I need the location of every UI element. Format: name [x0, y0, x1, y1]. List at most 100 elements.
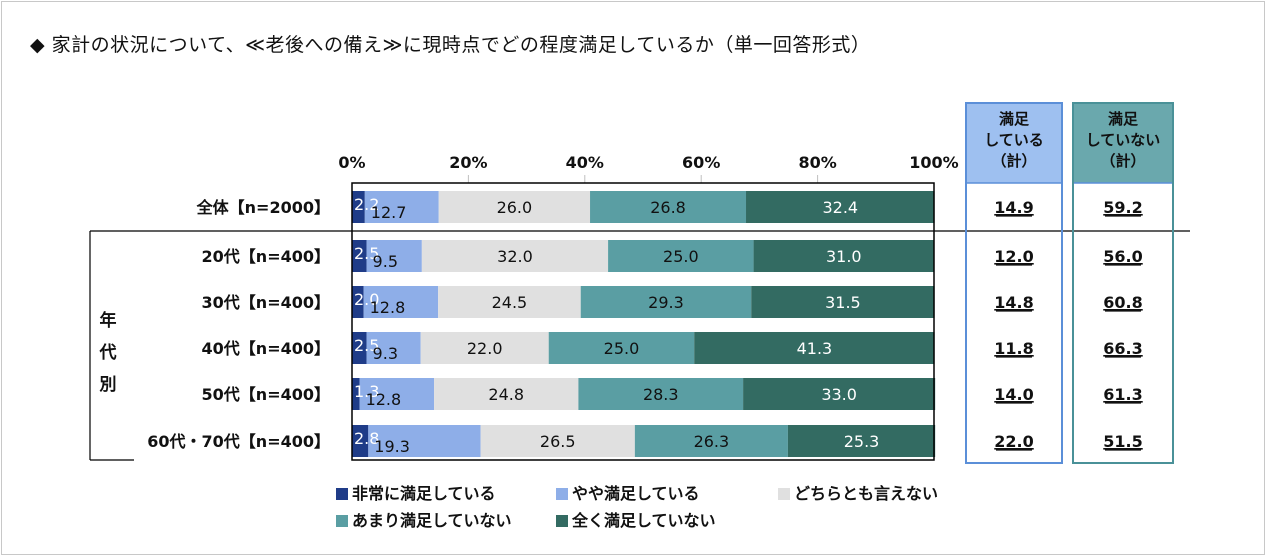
legend-swatch-very-satisfied — [336, 487, 348, 500]
category-label: 50代【n=400】 — [202, 385, 330, 404]
unsatisfied-total-header-text: していない — [1086, 131, 1161, 149]
unsatisfied-total-value: 61.3 — [1103, 385, 1142, 404]
bar-neutral — [438, 286, 581, 318]
legend-label: あまり満足していない — [352, 511, 512, 530]
bar-somewhat-unsatisfied — [548, 332, 695, 364]
data-label-very-unsatisfied: 25.3 — [844, 432, 880, 451]
data-label-very-satisfied: 2.0 — [354, 290, 379, 309]
bar-somewhat-unsatisfied — [580, 286, 752, 318]
group-label-char: 年 — [100, 310, 117, 331]
category-label: 30代【n=400】 — [202, 293, 330, 312]
bar-somewhat-satisfied — [359, 378, 435, 410]
chart-title: ◆ 家計の状況について、≪老後への備え≫に現時点でどの程度満足しているか（単一回… — [30, 34, 871, 56]
bar-somewhat-unsatisfied — [590, 191, 747, 223]
data-label-somewhat-satisfied: 12.8 — [366, 390, 402, 409]
bar-very-unsatisfied — [746, 191, 935, 223]
x-tick-label: 20% — [449, 153, 487, 172]
bar-neutral — [434, 378, 579, 410]
satisfied-total-header-text: （計） — [991, 152, 1036, 170]
data-label-neutral: 24.5 — [492, 293, 528, 312]
legend-item-very-satisfied: 非常に満足している — [336, 480, 496, 504]
data-label-very-unsatisfied: 31.0 — [826, 247, 862, 266]
bar-very-satisfied — [352, 425, 369, 457]
x-tick-label: 100% — [909, 153, 958, 172]
data-label-neutral: 22.0 — [467, 339, 503, 358]
category-label: 20代【n=400】 — [202, 247, 330, 266]
bar-neutral — [421, 240, 609, 272]
legend-swatch-somewhat-satisfied — [556, 487, 568, 500]
data-label-somewhat-unsatisfied: 28.3 — [643, 385, 679, 404]
bar-very-satisfied — [352, 378, 360, 410]
legend-swatch-neutral — [778, 487, 790, 500]
bar-very-unsatisfied — [751, 286, 935, 318]
data-label-somewhat-unsatisfied: 26.8 — [650, 198, 686, 217]
satisfied-total-value: 22.0 — [994, 432, 1033, 451]
bar-somewhat-satisfied — [366, 240, 422, 272]
category-label: 40代【n=400】 — [202, 339, 330, 358]
unsatisfied-total-header-bg — [1072, 102, 1174, 184]
data-label-very-satisfied: 2.8 — [354, 429, 379, 448]
unsatisfied-total-box — [1072, 102, 1174, 464]
data-label-neutral: 26.0 — [497, 198, 533, 217]
data-label-somewhat-satisfied: 9.3 — [373, 344, 398, 363]
data-label-somewhat-satisfied: 19.3 — [374, 437, 410, 456]
satisfied-total-value: 14.9 — [994, 198, 1033, 217]
data-label-very-unsatisfied: 33.0 — [821, 385, 857, 404]
bar-somewhat-unsatisfied — [634, 425, 788, 457]
satisfied-total-value: 14.0 — [994, 385, 1033, 404]
satisfied-total-header-bg — [965, 102, 1063, 184]
legend-label: 非常に満足している — [352, 484, 496, 503]
bar-somewhat-unsatisfied — [608, 240, 754, 272]
bar-somewhat-unsatisfied — [578, 378, 744, 410]
satisfied-total-value: 14.8 — [994, 293, 1033, 312]
group-label-char: 代 — [99, 342, 117, 363]
legend-label: 全く満足していない — [572, 511, 716, 530]
unsatisfied-total-value: 60.8 — [1103, 293, 1142, 312]
category-label: 60代・70代【n=400】 — [147, 432, 330, 451]
unsatisfied-total-header-text: 満足 — [1108, 110, 1139, 128]
group-label-char: 別 — [99, 375, 117, 395]
unsatisfied-total-value: 56.0 — [1103, 247, 1142, 266]
satisfied-total-box — [965, 102, 1063, 464]
data-label-somewhat-unsatisfied: 25.0 — [604, 339, 640, 358]
data-label-very-unsatisfied: 32.4 — [822, 198, 858, 217]
data-label-very-satisfied: 2.2 — [354, 195, 379, 214]
bar-neutral — [420, 332, 549, 364]
data-label-somewhat-unsatisfied: 26.3 — [694, 432, 730, 451]
bar-somewhat-satisfied — [368, 425, 481, 457]
data-label-very-satisfied: 1.3 — [354, 382, 379, 401]
x-tick-label: 40% — [566, 153, 604, 172]
bar-very-unsatisfied — [694, 332, 935, 364]
data-label-neutral: 32.0 — [497, 247, 533, 266]
data-label-very-satisfied: 2.5 — [354, 244, 379, 263]
bar-very-satisfied — [352, 191, 365, 223]
x-tick-label: 0% — [338, 153, 365, 172]
unsatisfied-total-value: 59.2 — [1103, 198, 1142, 217]
legend-label: どちらとも言えない — [794, 484, 939, 503]
data-label-very-unsatisfied: 31.5 — [825, 293, 861, 312]
data-label-somewhat-satisfied: 12.8 — [370, 298, 406, 317]
satisfied-total-header-text: 満足 — [999, 110, 1030, 128]
plot-border — [351, 182, 935, 461]
bar-very-unsatisfied — [743, 378, 936, 410]
satisfied-total-header-text: している — [984, 131, 1044, 149]
bar-very-satisfied — [352, 240, 367, 272]
data-label-somewhat-unsatisfied: 29.3 — [648, 293, 684, 312]
data-label-very-unsatisfied: 41.3 — [797, 339, 833, 358]
data-label-somewhat-unsatisfied: 25.0 — [663, 247, 699, 266]
bar-very-unsatisfied — [753, 240, 934, 272]
legend-label: やや満足している — [572, 484, 700, 503]
data-label-somewhat-satisfied: 12.7 — [371, 203, 407, 222]
legend-item-somewhat-unsatisfied: あまり満足していない — [336, 507, 512, 531]
bar-somewhat-satisfied — [363, 286, 439, 318]
bar-very-satisfied — [352, 332, 367, 364]
legend-item-neutral: どちらとも言えない — [778, 480, 938, 504]
unsatisfied-total-value: 66.3 — [1103, 339, 1142, 358]
legend-item-very-unsatisfied: 全く満足していない — [556, 507, 716, 531]
legend-swatch-somewhat-unsatisfied — [336, 514, 348, 527]
legend-item-somewhat-satisfied: やや満足している — [556, 480, 700, 504]
legend-swatch-very-unsatisfied — [556, 514, 568, 527]
unsatisfied-total-header-text: （計） — [1100, 152, 1145, 170]
x-tick-label: 80% — [798, 153, 836, 172]
